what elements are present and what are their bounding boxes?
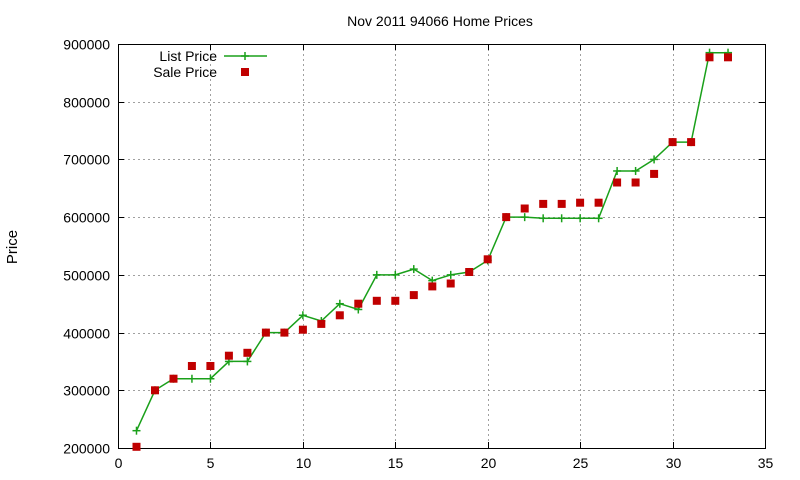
sale-price-point <box>335 311 344 320</box>
sale-price-point <box>502 213 511 222</box>
list-price-point <box>539 214 548 223</box>
y-tick-label: 300000 <box>63 383 110 399</box>
sale-price-point <box>446 279 455 288</box>
y-axis-label: Price <box>4 230 21 264</box>
sale-price-point <box>317 319 326 328</box>
sale-price-point <box>483 255 492 264</box>
sale-price-point <box>280 328 289 337</box>
list-price-point <box>594 214 603 223</box>
sale-price-point <box>298 325 307 334</box>
sale-price-point <box>187 362 196 370</box>
legend-marks <box>224 52 267 76</box>
x-tick-label: 0 <box>115 455 123 471</box>
y-tick-label: 900000 <box>63 37 110 53</box>
legend-label-sale-price: Sale Price <box>153 64 217 80</box>
x-tick-label: 10 <box>296 455 312 471</box>
list-price-point <box>631 166 640 175</box>
list-price-point <box>557 214 566 223</box>
sale-price-point <box>261 328 270 337</box>
list-price-point <box>372 270 381 279</box>
sale-price-point <box>557 199 566 208</box>
x-tick-label: 15 <box>388 455 404 471</box>
sale-price-point <box>724 53 732 62</box>
sale-price-point <box>224 351 233 360</box>
sale-price-point <box>650 169 659 178</box>
sale-price-point <box>409 291 418 300</box>
list-price-point <box>576 214 585 223</box>
legend: List Price Sale Price <box>153 48 267 80</box>
list-price-point <box>187 374 196 383</box>
y-tick-label: 500000 <box>63 268 110 284</box>
sale-price-point <box>576 198 585 207</box>
sale-price-point <box>206 362 215 370</box>
legend-label-list-price: List Price <box>159 48 217 64</box>
list-price-point <box>335 299 344 308</box>
y-tick-label: 200000 <box>63 441 110 457</box>
y-tick-label: 700000 <box>63 152 110 168</box>
list-price-point <box>132 426 141 435</box>
sale-price-point <box>354 299 363 308</box>
x-tick-label: 30 <box>666 455 682 471</box>
sale-price-point <box>631 178 640 187</box>
sale-price-point <box>594 198 603 207</box>
sale-price-point <box>539 199 548 208</box>
list-price-point <box>243 357 252 366</box>
list-price-point <box>446 270 455 279</box>
legend-marker-list-price <box>241 52 249 60</box>
plot-frame <box>118 44 766 449</box>
list-price-point <box>298 311 307 320</box>
y-tick-label: 600000 <box>63 210 110 226</box>
sale-price-point <box>613 178 622 187</box>
list-price-point <box>391 270 400 279</box>
sale-price-point <box>372 296 381 305</box>
x-tick-label: 20 <box>481 455 497 471</box>
list-price-point <box>409 265 418 274</box>
sale-price-point <box>520 204 529 213</box>
sale-price-point <box>243 348 252 357</box>
sale-price-point <box>132 442 141 451</box>
x-tick-label: 25 <box>573 455 589 471</box>
series-layer <box>132 48 733 451</box>
sale-price-point <box>391 296 400 305</box>
x-tick-label: 5 <box>207 455 215 471</box>
sale-price-point <box>428 282 437 291</box>
sale-price-point <box>151 386 159 395</box>
list-price-point <box>650 155 659 164</box>
sale-price-point <box>705 53 714 62</box>
chart-title: Nov 2011 94066 Home Prices <box>347 13 533 29</box>
sale-price-point <box>169 374 178 383</box>
sale-price-point <box>687 138 696 147</box>
y-tick-label: 400000 <box>63 326 110 342</box>
sale-price-point <box>465 268 474 276</box>
x-tick-label: 35 <box>758 455 774 471</box>
legend-marker-sale-price <box>241 68 249 76</box>
list-price-point <box>206 374 215 383</box>
list-price-point <box>613 166 622 175</box>
axis-ticks: 0 5 10 15 20 25 30 35 200000 300000 400000 500000 60… <box>63 37 773 472</box>
y-tick-label: 800000 <box>63 95 110 111</box>
sale-price-point <box>668 138 677 147</box>
list-price-point <box>520 213 529 222</box>
